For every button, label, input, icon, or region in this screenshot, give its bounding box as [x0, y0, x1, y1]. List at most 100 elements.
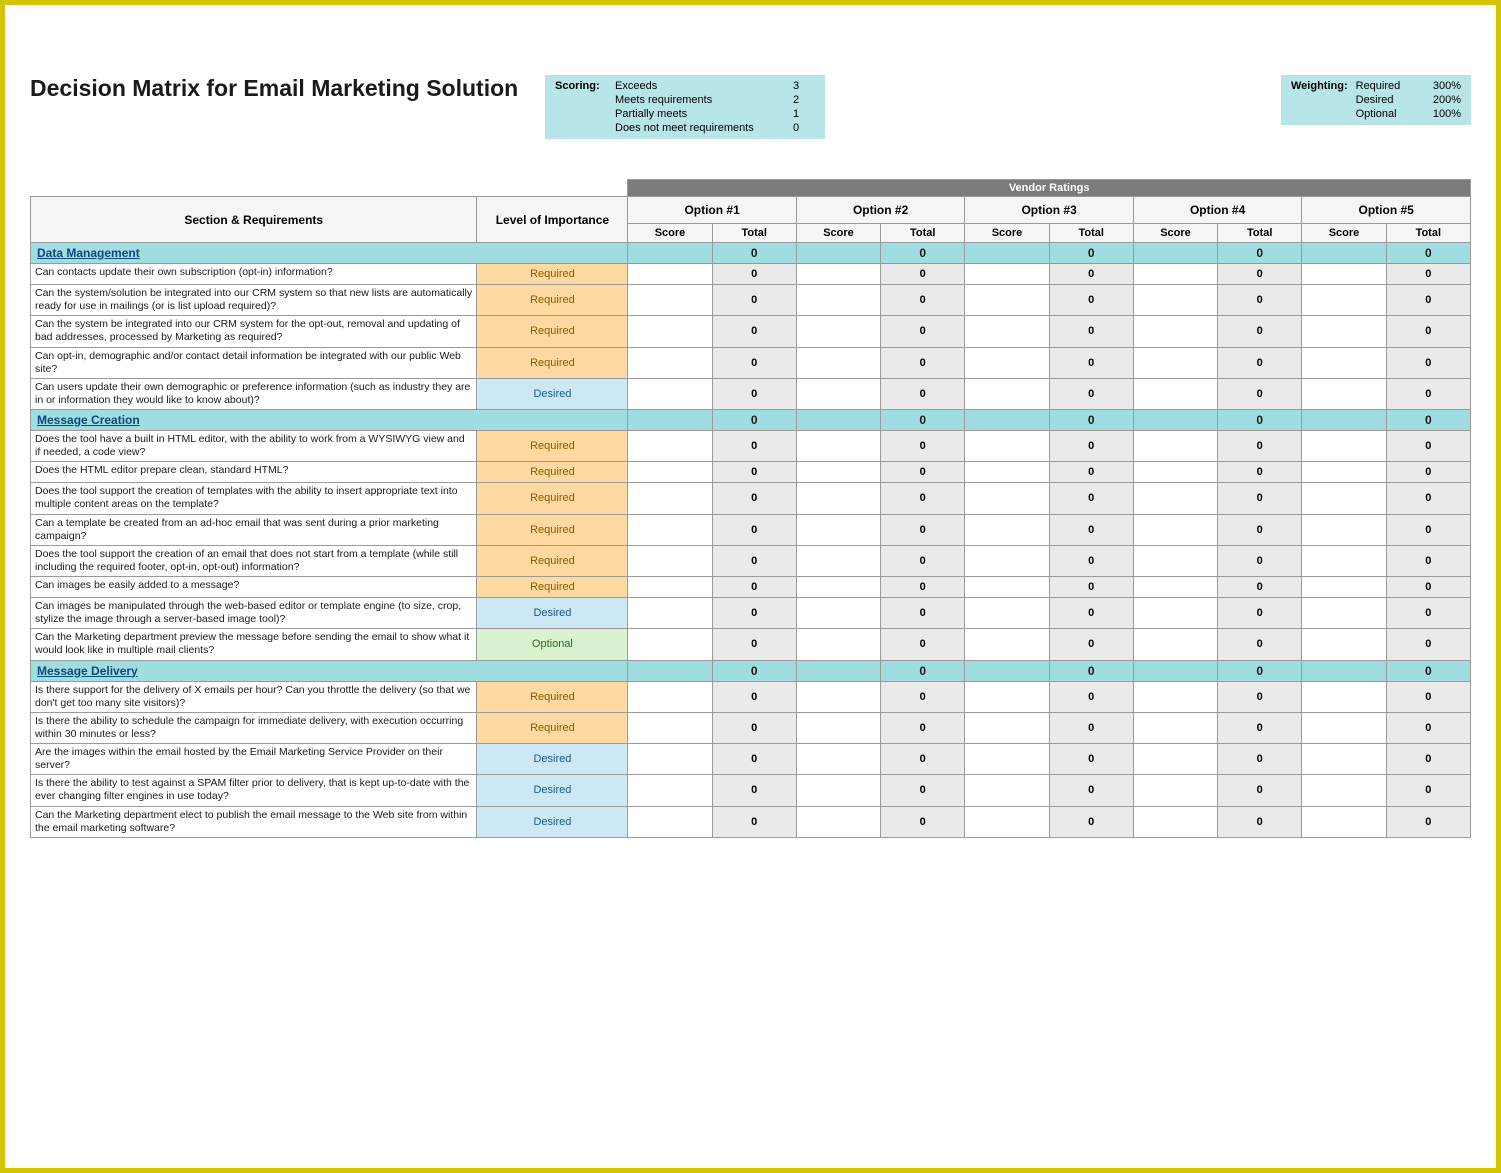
- score-cell[interactable]: [1133, 744, 1217, 775]
- score-cell[interactable]: [1302, 431, 1386, 462]
- score-cell[interactable]: [1302, 577, 1386, 598]
- score-cell[interactable]: [1133, 806, 1217, 837]
- score-cell[interactable]: [1133, 264, 1217, 285]
- score-cell[interactable]: [1302, 347, 1386, 378]
- level-cell[interactable]: Required: [477, 681, 628, 712]
- score-cell[interactable]: [1133, 514, 1217, 545]
- score-cell[interactable]: [628, 744, 712, 775]
- score-cell[interactable]: [965, 806, 1049, 837]
- score-cell[interactable]: [965, 744, 1049, 775]
- level-cell[interactable]: Desired: [477, 775, 628, 806]
- level-cell[interactable]: Desired: [477, 744, 628, 775]
- level-cell[interactable]: Desired: [477, 598, 628, 629]
- score-cell[interactable]: [1133, 598, 1217, 629]
- score-cell[interactable]: [1133, 347, 1217, 378]
- score-cell[interactable]: [1133, 483, 1217, 514]
- score-cell[interactable]: [965, 577, 1049, 598]
- score-cell[interactable]: [796, 347, 880, 378]
- score-cell[interactable]: [796, 775, 880, 806]
- score-cell[interactable]: [1133, 712, 1217, 743]
- score-cell[interactable]: [1302, 775, 1386, 806]
- score-cell[interactable]: [965, 264, 1049, 285]
- level-cell[interactable]: Required: [477, 712, 628, 743]
- level-cell[interactable]: Desired: [477, 806, 628, 837]
- score-cell[interactable]: [796, 316, 880, 347]
- score-cell[interactable]: [628, 598, 712, 629]
- score-cell[interactable]: [628, 264, 712, 285]
- score-cell[interactable]: [796, 744, 880, 775]
- level-cell[interactable]: Required: [477, 285, 628, 316]
- score-cell[interactable]: [796, 514, 880, 545]
- score-cell[interactable]: [1302, 629, 1386, 660]
- score-cell[interactable]: [796, 577, 880, 598]
- score-cell[interactable]: [796, 285, 880, 316]
- score-cell[interactable]: [1133, 775, 1217, 806]
- score-cell[interactable]: [1302, 598, 1386, 629]
- level-cell[interactable]: Required: [477, 264, 628, 285]
- score-cell[interactable]: [1133, 545, 1217, 576]
- score-cell[interactable]: [628, 545, 712, 576]
- score-cell[interactable]: [1302, 264, 1386, 285]
- score-cell[interactable]: [965, 775, 1049, 806]
- score-cell[interactable]: [796, 264, 880, 285]
- level-cell[interactable]: Required: [477, 483, 628, 514]
- level-cell[interactable]: Required: [477, 545, 628, 576]
- score-cell[interactable]: [1302, 681, 1386, 712]
- score-cell[interactable]: [1302, 378, 1386, 409]
- score-cell[interactable]: [796, 806, 880, 837]
- score-cell[interactable]: [796, 681, 880, 712]
- score-cell[interactable]: [796, 545, 880, 576]
- score-cell[interactable]: [1302, 483, 1386, 514]
- score-cell[interactable]: [965, 483, 1049, 514]
- score-cell[interactable]: [628, 806, 712, 837]
- score-cell[interactable]: [1302, 285, 1386, 316]
- score-cell[interactable]: [1133, 629, 1217, 660]
- score-cell[interactable]: [965, 431, 1049, 462]
- score-cell[interactable]: [628, 316, 712, 347]
- score-cell[interactable]: [965, 462, 1049, 483]
- level-cell[interactable]: Required: [477, 462, 628, 483]
- level-cell[interactable]: Required: [477, 316, 628, 347]
- score-cell[interactable]: [628, 483, 712, 514]
- level-cell[interactable]: Optional: [477, 629, 628, 660]
- score-cell[interactable]: [965, 681, 1049, 712]
- score-cell[interactable]: [628, 285, 712, 316]
- score-cell[interactable]: [1133, 681, 1217, 712]
- score-cell[interactable]: [1302, 462, 1386, 483]
- score-cell[interactable]: [1133, 462, 1217, 483]
- score-cell[interactable]: [628, 378, 712, 409]
- score-cell[interactable]: [796, 462, 880, 483]
- score-cell[interactable]: [796, 629, 880, 660]
- score-cell[interactable]: [628, 347, 712, 378]
- score-cell[interactable]: [628, 514, 712, 545]
- score-cell[interactable]: [796, 431, 880, 462]
- score-cell[interactable]: [965, 378, 1049, 409]
- score-cell[interactable]: [628, 775, 712, 806]
- score-cell[interactable]: [965, 316, 1049, 347]
- level-cell[interactable]: Required: [477, 431, 628, 462]
- level-cell[interactable]: Required: [477, 514, 628, 545]
- score-cell[interactable]: [965, 285, 1049, 316]
- score-cell[interactable]: [1302, 316, 1386, 347]
- score-cell[interactable]: [1302, 514, 1386, 545]
- score-cell[interactable]: [796, 378, 880, 409]
- score-cell[interactable]: [1302, 744, 1386, 775]
- score-cell[interactable]: [628, 577, 712, 598]
- score-cell[interactable]: [1302, 545, 1386, 576]
- score-cell[interactable]: [965, 545, 1049, 576]
- score-cell[interactable]: [1302, 806, 1386, 837]
- score-cell[interactable]: [1133, 431, 1217, 462]
- score-cell[interactable]: [965, 347, 1049, 378]
- score-cell[interactable]: [965, 598, 1049, 629]
- level-cell[interactable]: Required: [477, 577, 628, 598]
- score-cell[interactable]: [1133, 316, 1217, 347]
- score-cell[interactable]: [628, 629, 712, 660]
- score-cell[interactable]: [1302, 712, 1386, 743]
- score-cell[interactable]: [796, 483, 880, 514]
- score-cell[interactable]: [1133, 378, 1217, 409]
- score-cell[interactable]: [628, 681, 712, 712]
- score-cell[interactable]: [1133, 577, 1217, 598]
- score-cell[interactable]: [965, 629, 1049, 660]
- score-cell[interactable]: [965, 712, 1049, 743]
- score-cell[interactable]: [628, 712, 712, 743]
